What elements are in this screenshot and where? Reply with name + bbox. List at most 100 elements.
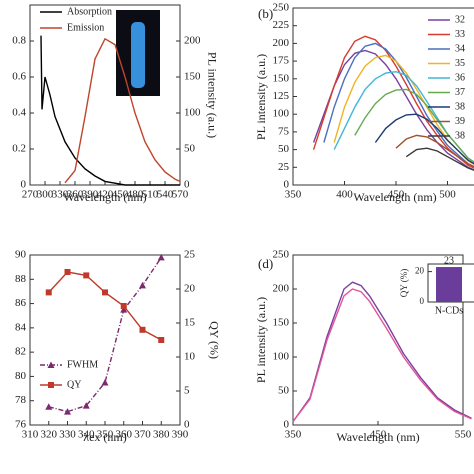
x-tick-label: 330 xyxy=(52,189,69,201)
y2-tick-label: 200 xyxy=(184,35,201,47)
x-tick-label: 480 xyxy=(127,189,144,201)
marker xyxy=(139,326,146,333)
marker xyxy=(47,361,55,368)
y2-tick-label: 50 xyxy=(184,143,196,155)
y-axis-label: PL intensity (a.u.) xyxy=(254,54,268,140)
y-tick-label: 80 xyxy=(15,370,27,382)
y-tick-label: 250 xyxy=(273,249,290,261)
x-axis-label: Wavelength (nm) xyxy=(353,190,436,204)
x-tick-label: 380 xyxy=(153,429,170,441)
series-line xyxy=(374,113,474,165)
y-tick-label: 0.8 xyxy=(12,35,26,47)
y-tick-label: 25 xyxy=(278,161,290,173)
marker xyxy=(158,337,165,343)
x-tick-label: 350 xyxy=(285,189,302,201)
x-tick-label: 300 xyxy=(37,189,54,201)
y-tick-label: 0 xyxy=(284,179,290,191)
x-axis-label: Wavelength (nm) xyxy=(63,190,146,204)
series-line xyxy=(40,35,180,186)
marker xyxy=(64,269,71,275)
y2-tick-label: 10 xyxy=(184,351,196,363)
legend-label: 37 xyxy=(455,87,465,98)
y2-tick-label: 150 xyxy=(184,71,201,83)
vial-glow xyxy=(131,22,145,88)
legend-label: 39 xyxy=(455,116,465,127)
legend-label: 33 xyxy=(455,29,465,40)
legend-label: FWHM xyxy=(67,359,98,370)
marker xyxy=(102,289,108,296)
legend-label: 38 xyxy=(455,130,465,141)
y-tick-label: 200 xyxy=(273,283,290,295)
panel-label: (b) xyxy=(258,6,273,21)
legend-label: QY xyxy=(67,379,81,390)
y2-tick-label: 15 xyxy=(184,317,196,329)
y2-tick-label: 5 xyxy=(184,385,190,397)
y-tick-label: 0.6 xyxy=(12,71,26,83)
y-tick-label: 50 xyxy=(278,143,290,155)
x-tick-label: 510 xyxy=(142,189,159,201)
y-tick-label: 86 xyxy=(15,297,27,309)
x-tick-label: 360 xyxy=(116,429,133,441)
y-tick-label: 225 xyxy=(273,19,290,31)
y-tick-label: 175 xyxy=(273,55,290,67)
legend-label: 36 xyxy=(455,72,465,83)
legend-label: 34 xyxy=(455,43,465,54)
marker xyxy=(120,306,128,313)
y-tick-label: 20 xyxy=(415,266,425,276)
y-tick-label: 0 xyxy=(284,419,290,431)
y-tick-label: 50 xyxy=(278,385,290,397)
x-tick-label: 450 xyxy=(370,429,387,441)
series-line xyxy=(354,88,474,163)
x-tick-label: 320 xyxy=(41,429,58,441)
marker xyxy=(64,408,71,415)
y-tick-label: 78 xyxy=(15,394,27,406)
y-tick-label: 100 xyxy=(273,351,290,363)
y-tick-label: 82 xyxy=(15,346,26,358)
x-tick-label: N-CDs xyxy=(435,305,463,316)
x-tick-label: 400 xyxy=(336,189,353,201)
marker xyxy=(83,272,90,279)
marker xyxy=(48,382,54,388)
legend-label: 32 xyxy=(455,14,465,25)
x-axis-label: λex (nm) xyxy=(83,430,126,444)
y-tick-label: 90 xyxy=(15,249,27,261)
bar-value-label: 23 xyxy=(444,255,454,266)
series-line xyxy=(292,288,472,423)
y2-tick-label: 25 xyxy=(184,249,196,261)
panel-label: (d) xyxy=(258,256,273,271)
marker xyxy=(45,289,52,296)
x-tick-label: 420 xyxy=(97,189,114,201)
x-tick-label: 340 xyxy=(78,429,95,441)
legend-label: Emission xyxy=(67,22,104,33)
y-tick-label: 0 xyxy=(420,296,425,306)
x-tick-label: 500 xyxy=(439,189,456,201)
marker xyxy=(101,379,109,386)
y-axis-label: PL intensity (a.u.) xyxy=(254,297,268,383)
y-tick-label: 75 xyxy=(278,125,290,137)
marker xyxy=(139,281,146,289)
y-tick-label: 84 xyxy=(15,321,27,333)
y-tick-label: 200 xyxy=(273,37,290,49)
x-tick-label: 550 xyxy=(455,429,472,441)
series-line xyxy=(48,257,162,413)
marker xyxy=(45,403,53,410)
y2-tick-label: 0 xyxy=(184,179,190,191)
bar xyxy=(436,267,462,302)
y-tick-label: 88 xyxy=(15,273,27,285)
series-line xyxy=(405,147,474,171)
x-tick-label: 370 xyxy=(134,429,151,441)
y2-tick-label: 0 xyxy=(184,419,190,431)
series-line xyxy=(395,134,474,168)
plot-frame xyxy=(29,254,181,426)
plot-frame xyxy=(427,263,474,303)
y-tick-label: 0.4 xyxy=(12,107,26,119)
legend-label: 35 xyxy=(455,58,465,69)
y-tick-label: 100 xyxy=(273,108,290,120)
x-tick-label: 350 xyxy=(285,429,302,441)
x-tick-label: 450 xyxy=(388,189,405,201)
x-tick-label: 270 xyxy=(22,189,39,201)
y2-axis-label: PL intensity (a.u.) xyxy=(205,52,219,138)
y-axis-label: QY (%) xyxy=(399,269,409,297)
y-tick-label: 150 xyxy=(273,72,290,84)
